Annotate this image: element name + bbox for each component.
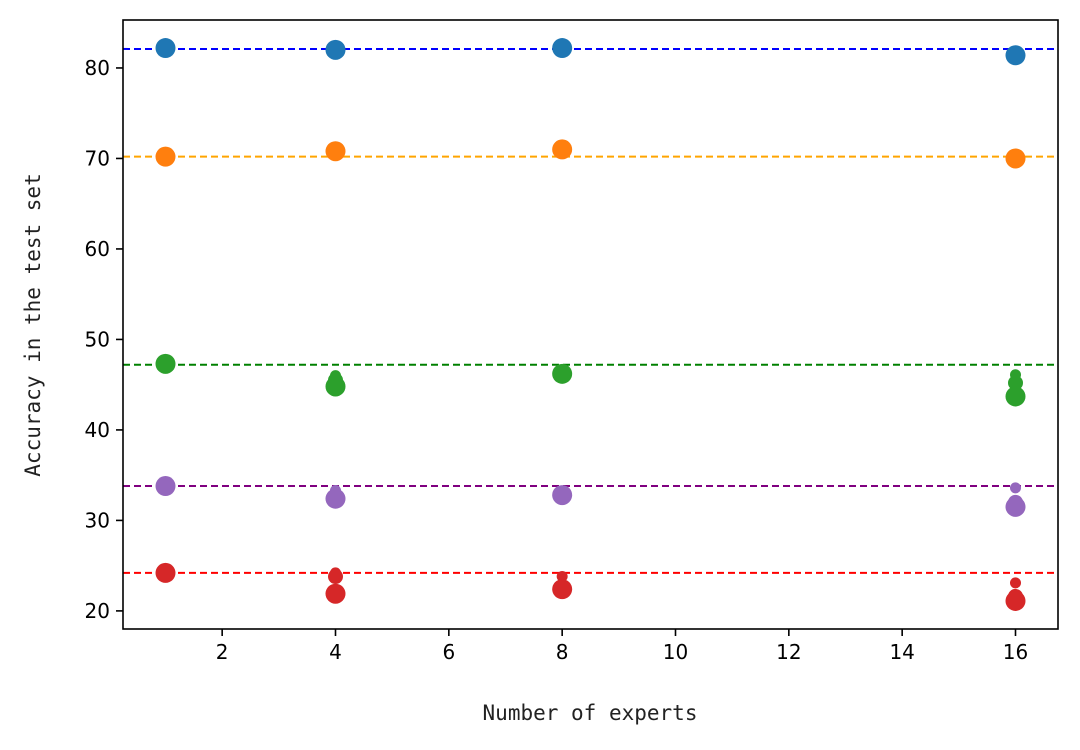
x-tick-label: 12 bbox=[776, 640, 801, 664]
data-point bbox=[325, 583, 346, 604]
data-point bbox=[328, 569, 343, 585]
y-tick-label: 70 bbox=[85, 146, 110, 170]
y-tick-label: 40 bbox=[85, 418, 110, 442]
x-tick-label: 16 bbox=[1003, 640, 1028, 664]
x-tick-label: 6 bbox=[442, 640, 455, 664]
data-point bbox=[552, 579, 573, 600]
data-point bbox=[1005, 386, 1026, 407]
y-tick-label: 80 bbox=[85, 56, 110, 80]
y-tick-label: 30 bbox=[85, 508, 110, 532]
data-point bbox=[325, 39, 346, 60]
data-point bbox=[155, 476, 176, 497]
y-tick-label: 60 bbox=[85, 237, 110, 261]
x-tick-label: 2 bbox=[216, 640, 229, 664]
y-axis-label: Accuracy in the test set bbox=[21, 173, 45, 476]
data-point bbox=[552, 363, 573, 384]
data-point bbox=[552, 139, 573, 160]
data-point bbox=[1008, 375, 1023, 391]
data-point bbox=[1005, 148, 1026, 169]
x-tick-label: 4 bbox=[329, 640, 342, 664]
reference-lines bbox=[123, 47, 1058, 574]
data-point bbox=[1005, 496, 1026, 517]
x-axis-ticks: 2 4 6 8 10 12 14 16 bbox=[216, 629, 1028, 664]
data-point bbox=[1010, 577, 1021, 589]
x-tick-label: 8 bbox=[556, 640, 569, 664]
data-point bbox=[556, 571, 568, 583]
data-point bbox=[552, 485, 573, 506]
plot-frame bbox=[122, 19, 1059, 630]
y-tick-label: 20 bbox=[85, 599, 110, 623]
data-point bbox=[552, 38, 573, 59]
data-point bbox=[155, 562, 176, 583]
data-point bbox=[1005, 45, 1026, 66]
data-point bbox=[325, 141, 346, 162]
data-point bbox=[155, 146, 176, 167]
data-points bbox=[155, 38, 1026, 611]
data-point bbox=[155, 353, 176, 374]
data-point bbox=[1010, 482, 1021, 494]
x-axis-label: Number of experts bbox=[483, 701, 698, 725]
x-tick-label: 10 bbox=[663, 640, 688, 664]
data-point bbox=[325, 376, 346, 397]
y-axis-ticks: 20 30 40 50 60 70 80 bbox=[85, 56, 123, 623]
data-point bbox=[325, 488, 346, 509]
y-tick-label: 50 bbox=[85, 327, 110, 351]
data-point bbox=[1005, 590, 1026, 611]
data-point bbox=[155, 38, 176, 59]
x-tick-label: 14 bbox=[889, 640, 914, 664]
